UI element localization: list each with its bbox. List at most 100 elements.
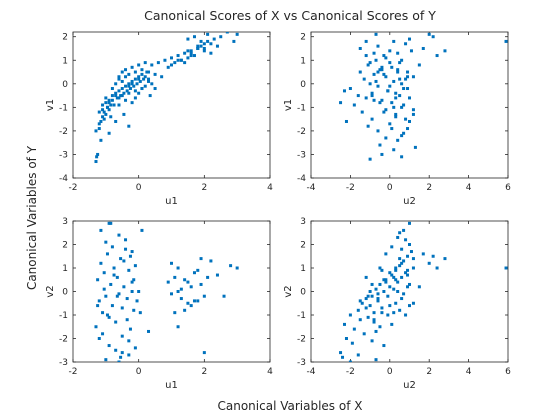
scatter-point bbox=[176, 290, 180, 293]
scatter-point bbox=[127, 268, 131, 272]
scatter-point bbox=[339, 101, 343, 105]
scatter-point bbox=[400, 247, 404, 251]
scatter-point bbox=[390, 322, 394, 326]
scatter-point bbox=[374, 79, 378, 83]
scatter-point bbox=[417, 63, 421, 67]
scatter-point bbox=[202, 46, 206, 50]
x-tick-label: 0 bbox=[387, 367, 393, 377]
scatter-point bbox=[406, 70, 410, 74]
scatter-point bbox=[94, 129, 98, 133]
scatter-point bbox=[360, 110, 364, 114]
scatter-point bbox=[183, 51, 187, 55]
scatter-point bbox=[394, 268, 398, 272]
scatter-point bbox=[102, 110, 106, 114]
scatter-point bbox=[145, 70, 149, 74]
scatter-point bbox=[96, 304, 100, 308]
scatter-point bbox=[107, 131, 111, 135]
scatter-point bbox=[392, 105, 396, 109]
scatter-point bbox=[114, 119, 118, 123]
scatter-point bbox=[133, 77, 137, 81]
scatter-point bbox=[186, 280, 190, 284]
scatter-point bbox=[135, 82, 139, 86]
scatter-point bbox=[202, 49, 206, 53]
scatter-point bbox=[402, 259, 406, 263]
x-tick-label: 2 bbox=[426, 367, 432, 377]
scatter-point bbox=[143, 84, 147, 88]
scatter-point bbox=[133, 264, 137, 268]
scatter-point bbox=[133, 89, 137, 93]
scatter-point bbox=[183, 61, 187, 65]
scatter-point bbox=[125, 297, 129, 301]
scatter-point bbox=[199, 44, 203, 48]
scatter-point bbox=[122, 285, 126, 289]
scatter-point bbox=[360, 301, 364, 305]
y-tick-label: -4 bbox=[297, 174, 306, 184]
scatter-point bbox=[153, 72, 157, 76]
scatter-point bbox=[125, 318, 129, 322]
scatter-point bbox=[115, 96, 119, 100]
scatter-point bbox=[409, 49, 413, 53]
x-axis-label: u1 bbox=[165, 380, 178, 391]
scatter-point bbox=[356, 308, 360, 312]
scatter-point bbox=[443, 49, 447, 53]
x-tick-label: 4 bbox=[466, 367, 472, 377]
scatter-point bbox=[137, 91, 141, 95]
y-axis-label: v2 bbox=[45, 285, 56, 297]
scatter-point bbox=[382, 72, 386, 76]
scatter-point bbox=[380, 306, 384, 310]
scatter-point bbox=[122, 91, 126, 95]
scatter-point bbox=[117, 77, 121, 81]
axes-box bbox=[310, 31, 509, 179]
scatter-point bbox=[388, 61, 392, 65]
scatter-point bbox=[105, 105, 109, 109]
scatter-point bbox=[112, 273, 116, 277]
scatter-point bbox=[390, 101, 394, 105]
scatter-point bbox=[376, 44, 380, 48]
scatter-point bbox=[431, 35, 435, 39]
scatter-point bbox=[374, 358, 378, 362]
scatter-point bbox=[140, 68, 144, 72]
y-tick-label: -2 bbox=[59, 127, 68, 137]
scatter-point bbox=[117, 89, 121, 93]
scatter-point bbox=[124, 75, 128, 79]
scatter-point bbox=[408, 37, 411, 41]
scatter-point bbox=[431, 254, 435, 258]
scatter-point bbox=[143, 61, 147, 65]
scatter-point bbox=[170, 56, 173, 60]
scatter-point bbox=[400, 261, 404, 265]
scatter-point bbox=[170, 261, 173, 265]
scatter-point bbox=[110, 304, 114, 308]
scatter-point bbox=[189, 49, 193, 53]
scatter-point bbox=[366, 315, 370, 319]
scatter-point bbox=[435, 266, 439, 270]
scatter-point bbox=[212, 37, 216, 41]
scatter-point bbox=[344, 337, 348, 340]
scatter-point bbox=[374, 329, 378, 333]
scatter-point bbox=[183, 278, 187, 282]
scatter-point bbox=[114, 320, 118, 324]
scatter-point bbox=[372, 320, 376, 324]
scatter-point bbox=[374, 58, 378, 62]
scatter-point bbox=[150, 82, 154, 86]
scatter-point bbox=[386, 313, 390, 317]
scatter-point bbox=[382, 54, 386, 58]
y-tick-label: -1 bbox=[297, 103, 306, 113]
scatter-point bbox=[402, 131, 406, 135]
scatter-point bbox=[374, 287, 378, 291]
y-tick-label: -1 bbox=[297, 311, 306, 321]
scatter-point bbox=[128, 87, 132, 91]
scatter-point bbox=[398, 77, 402, 81]
scatter-point bbox=[196, 44, 200, 48]
x-tick-label: -4 bbox=[307, 367, 316, 377]
scatter-point bbox=[99, 119, 103, 123]
scatter-point bbox=[140, 72, 144, 76]
scatter-point bbox=[125, 89, 129, 93]
scatter-point bbox=[133, 346, 137, 350]
scatter-point bbox=[364, 306, 368, 310]
y-tick-label: -2 bbox=[297, 127, 306, 137]
scatter-point bbox=[370, 294, 374, 298]
y-tick-label: -3 bbox=[297, 150, 306, 160]
scatter-point bbox=[127, 339, 131, 343]
scatter-point bbox=[137, 75, 141, 79]
